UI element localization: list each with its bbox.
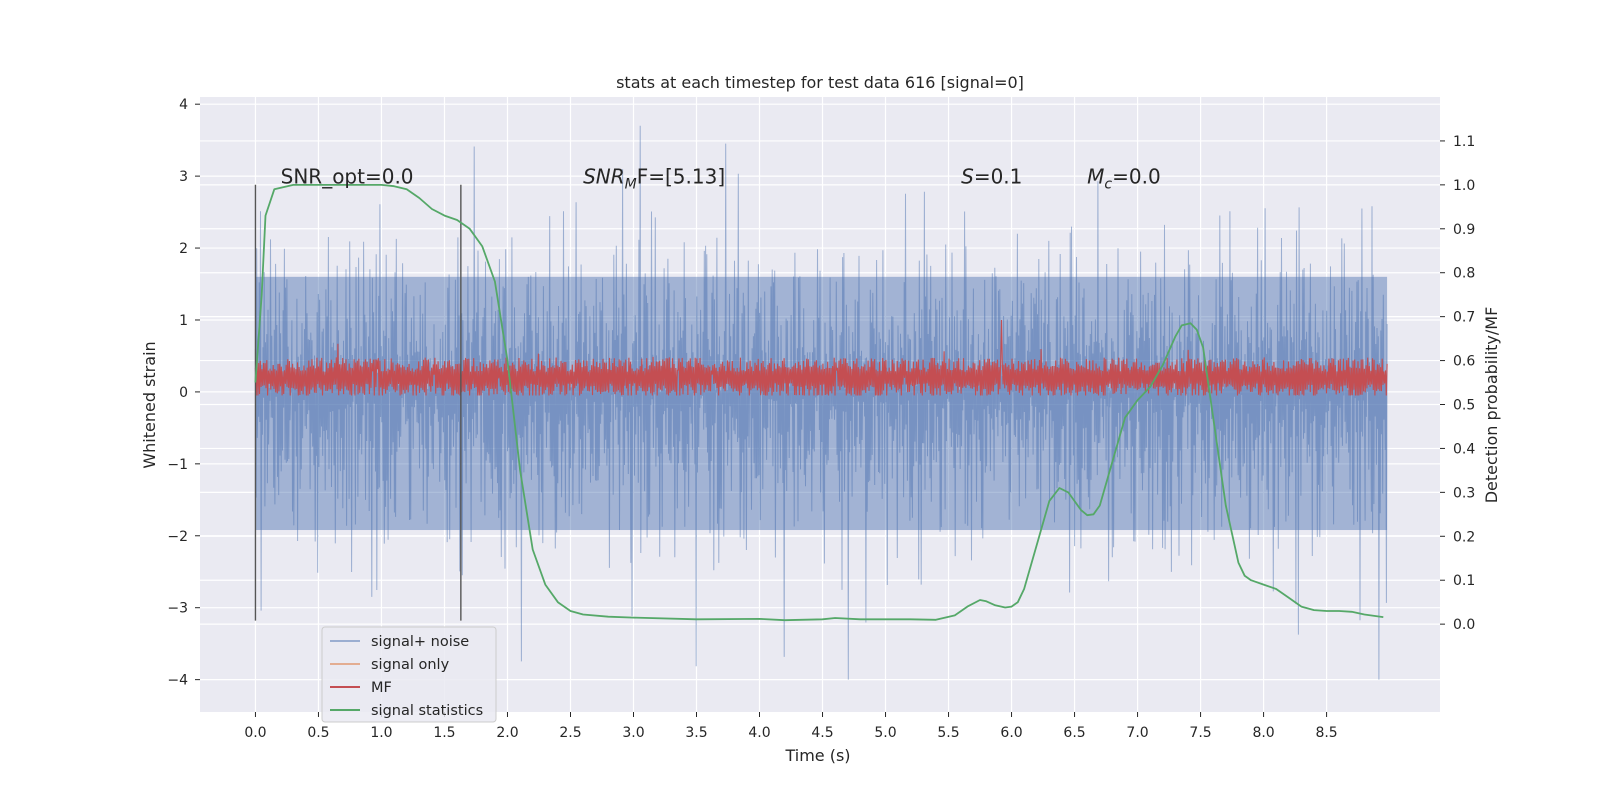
x-tick-label: 0.0 [244,725,266,741]
y-tick-label: 1 [179,313,188,329]
annotation-mc-rest: =0.0 [1112,164,1161,188]
annotation-snr-mf-main: SNR [583,164,625,188]
annotation-mc: Mc=0.0 [1087,164,1161,192]
x-tick-label: 0.5 [307,725,329,741]
legend-box [321,626,497,723]
y-tick-label: −3 [167,601,188,617]
legend-label-signal-statistics: signal statistics [371,703,483,719]
y-tick-label: −2 [167,529,188,545]
annotation-snr-mf-rest: F=[5.13] [637,164,725,188]
legend-label-signal-only: signal only [371,657,450,673]
x-tick-label: 3.5 [685,725,707,741]
annotation-snr-mf-sub: M [625,176,637,192]
y2-tick-labels: 0.0 0.1 0.2 0.3 0.4 0.5 0.6 0.7 0.8 0.9 1.0 1.1 [1440,134,1475,633]
annotation-snr-opt: SNR_opt=0.0 [281,164,414,188]
series-signal-statistics-line [254,184,1384,622]
x-tick-label: 6.5 [1063,725,1085,741]
y2-tick-label: 0.5 [1453,398,1475,414]
y2-tick-label: 0.1 [1453,573,1475,589]
y-tick-labels: 4 3 2 1 0 −1 −2 −3 −4 [167,97,200,689]
annotation-s-main: S [961,164,974,188]
series-signal-plus-noise-core [255,276,1388,531]
y-tick-label: 2 [179,241,188,257]
x-tick-label: 7.5 [1189,725,1211,741]
annotation-snr-mf: SNRMF=[5.13] [583,164,725,192]
x-tick-label: 5.0 [874,725,896,741]
x-tick-label: 2.5 [559,725,581,741]
y2-tick-label: 1.1 [1453,134,1475,150]
y2-tick-label: 1.0 [1453,178,1475,194]
y-tick-label: 3 [179,169,188,185]
y-tick-label: −1 [167,457,188,473]
y-axis-label: Whitened strain [140,341,159,468]
x-tick-labels: 0.0 0.5 1.0 1.5 2.0 2.5 3.0 3.5 4.0 4.5 5.0 5.5 6.0 6… [244,712,1338,741]
x-axis-label: Time (s) [784,746,850,765]
x-tick-label: 5.5 [937,725,959,741]
x-tick-label: 1.0 [370,725,392,741]
y2-tick-label: 0.3 [1453,485,1475,501]
y2-tick-label: 0.6 [1453,354,1475,370]
legend: signal+ noise signal only MF signal stat… [321,626,497,723]
y2-tick-label: 0.9 [1453,222,1475,238]
annotations: SNR_opt=0.0 SNRMF=[5.13] S=0.1 Mc=0.0 [281,164,1161,192]
y-tick-label: 4 [179,97,188,113]
y2-tick-label: 0.8 [1453,266,1475,282]
x-tick-label: 8.0 [1252,725,1274,741]
x-tick-label: 8.5 [1315,725,1337,741]
y2-tick-label: 0.7 [1453,310,1475,326]
x-tick-label: 7.0 [1126,725,1148,741]
x-tick-label: 6.0 [1000,725,1022,741]
y2-tick-label: 0.4 [1453,441,1475,457]
annotation-s-rest: =0.1 [974,164,1023,188]
series-mf [254,319,1388,396]
y-tick-label: −4 [167,673,188,689]
y-tick-label: 0 [179,385,188,401]
series-mf-line [254,319,1388,396]
annotation-s: S=0.1 [961,164,1022,188]
legend-label-signal-noise: signal+ noise [371,634,469,650]
series-signal-statistics [254,184,1384,622]
annotation-mc-main: M [1087,164,1104,188]
x-tick-label: 4.0 [748,725,770,741]
x-tick-label: 2.0 [496,725,518,741]
x-tick-label: 1.5 [433,725,455,741]
chart-title: stats at each timestep for test data 616… [616,73,1024,92]
legend-label-mf: MF [371,680,392,696]
series-signal-plus-noise [254,125,1388,680]
annotation-mc-sub: c [1104,176,1112,192]
y2-axis-label: Detection probability/MF [1482,307,1501,504]
x-tick-label: 3.0 [622,725,644,741]
x-tick-label: 4.5 [811,725,833,741]
y2-tick-label: 0.0 [1453,617,1475,633]
y2-tick-label: 0.2 [1453,529,1475,545]
vertical-markers [254,184,462,621]
